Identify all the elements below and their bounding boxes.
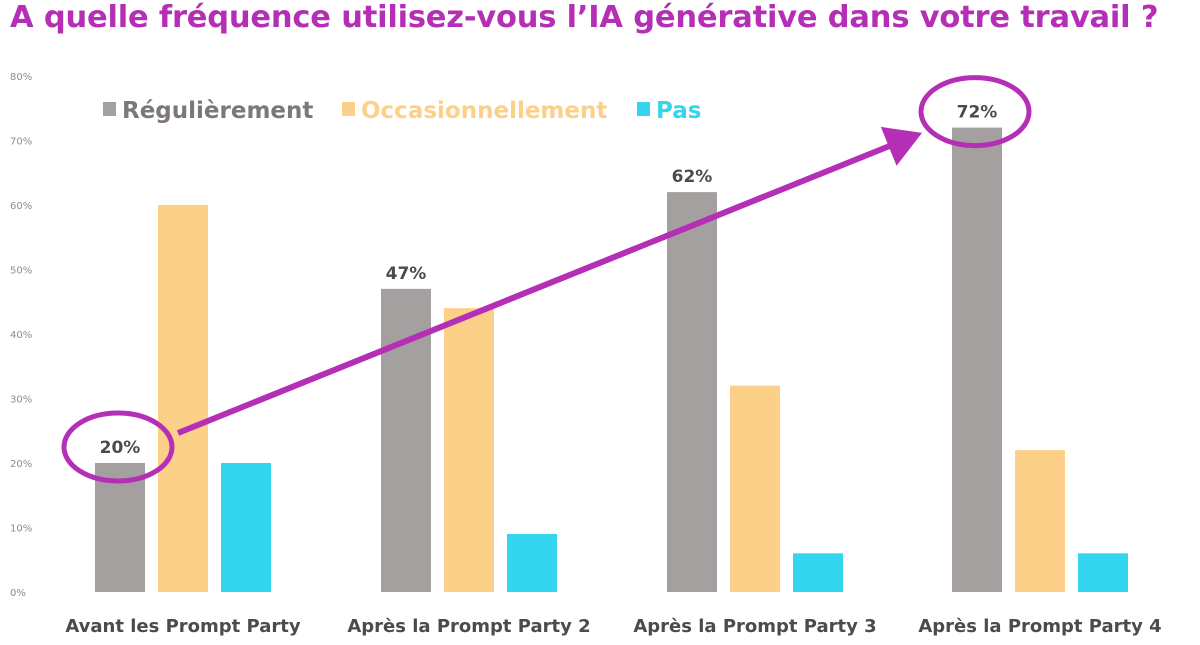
bar-regulierement-4 [952, 127, 1002, 592]
y-tick-label: 70% [10, 137, 32, 148]
x-category-label: Après la Prompt Party 2 [347, 616, 590, 637]
bar-occasionnellement-1 [158, 205, 208, 592]
bar-regulierement-1 [95, 463, 145, 592]
x-category-label: Avant les Prompt Party [65, 616, 300, 637]
x-category-label: Après la Prompt Party 4 [918, 616, 1161, 637]
bar-occasionnellement-4 [1015, 450, 1065, 592]
bar-pas-4 [1078, 553, 1128, 592]
y-tick-label: 80% [10, 72, 32, 83]
legend: Régulièrement Occasionnellement Pas [103, 98, 701, 124]
y-tick-label: 10% [10, 524, 32, 535]
chart-title: A quelle fréquence utilisez-vous l’IA gé… [10, 0, 1159, 35]
y-tick-label: 60% [10, 201, 32, 212]
data-labels: 20% 47% 62% 72% [61, 75, 1032, 484]
y-tick-label: 20% [10, 459, 32, 470]
highlight-circle [918, 75, 1032, 149]
legend-label-regulierement: Régulièrement [122, 98, 313, 124]
bar-pas-3 [793, 553, 843, 592]
bar-regulierement-3 [667, 192, 717, 592]
data-label: 72% [957, 103, 998, 123]
annotations [176, 126, 923, 436]
data-label: 20% [100, 438, 141, 458]
bar-pas-2 [507, 533, 557, 592]
bars [95, 127, 1128, 592]
legend-label-pas: Pas [656, 98, 701, 124]
x-axis: Avant les Prompt Party Après la Prompt Pa… [65, 616, 1161, 637]
highlight-circle [61, 410, 175, 484]
legend-swatch-pas [637, 102, 650, 116]
data-label: 47% [386, 264, 427, 284]
bar-pas-1 [221, 463, 271, 592]
bar-occasionnellement-2 [444, 308, 494, 592]
legend-swatch-regulierement [103, 102, 116, 116]
legend-swatch-occasionnellement [342, 102, 355, 116]
x-category-label: Après la Prompt Party 3 [633, 616, 876, 637]
y-tick-label: 0% [10, 588, 26, 599]
y-tick-label: 50% [10, 266, 32, 277]
data-label: 62% [672, 167, 713, 187]
legend-label-occasionnellement: Occasionnellement [361, 98, 607, 124]
y-axis: 0% 10% 20% 30% 40% 50% 60% 70% 80% [10, 72, 32, 599]
trend-arrow [176, 126, 923, 436]
bar-occasionnellement-3 [730, 385, 780, 592]
y-tick-label: 30% [10, 395, 32, 406]
y-tick-label: 40% [10, 330, 32, 341]
